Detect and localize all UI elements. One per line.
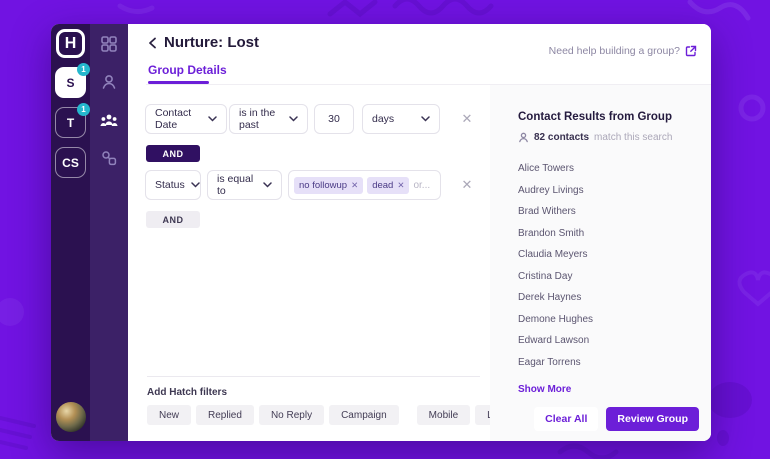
operator-dropdown-value: is equal to <box>217 173 254 197</box>
chevron-down-icon <box>421 116 430 122</box>
filter-tag: dead ✕ <box>367 176 410 194</box>
workspace-item-label: S <box>66 75 75 90</box>
page-title: Nurture: Lost <box>164 34 259 51</box>
contact-list-item[interactable]: Alice Towers <box>518 163 574 174</box>
back-button[interactable] <box>145 36 161 52</box>
nav-dashboard[interactable] <box>90 35 128 53</box>
hatch-logo: H <box>56 29 85 58</box>
contact-list: Alice Towers Audrey Livings Brad Withers… <box>518 163 711 368</box>
chevron-down-icon <box>208 116 217 122</box>
groups-people-icon <box>100 114 118 126</box>
clear-all-button[interactable]: Clear All <box>534 407 599 431</box>
contact-list-item[interactable]: Brad Withers <box>518 206 576 217</box>
field-dropdown[interactable]: Contact Date <box>145 104 227 134</box>
contact-list-item[interactable]: Claudia Meyers <box>518 249 588 260</box>
nav-contacts[interactable] <box>90 73 128 91</box>
remove-filter-row-button[interactable]: ✕ <box>461 111 473 126</box>
help-link-label: Need help building a group? <box>548 45 680 57</box>
workspace-item-label: T <box>66 115 75 130</box>
user-avatar[interactable] <box>55 402 86 432</box>
help-link[interactable]: Need help building a group? <box>549 45 697 57</box>
back-chevron-icon <box>149 37 156 49</box>
active-tab-underline <box>148 81 209 84</box>
contact-list-item[interactable]: Brandon Smith <box>518 227 585 239</box>
dashboard-grid-icon <box>101 36 117 52</box>
app-window: H S 1 T 1 CS <box>51 24 711 441</box>
results-count-row: 82 contacts match this search <box>518 132 711 143</box>
chip-replied[interactable]: Replied <box>196 405 254 425</box>
remove-tag-icon[interactable]: ✕ <box>397 179 405 190</box>
chevron-down-icon <box>263 182 272 188</box>
workflow-nodes-icon <box>102 151 117 166</box>
contact-list-item[interactable]: Derek Haynes <box>518 292 582 303</box>
field-dropdown-value: Contact Date <box>155 107 192 131</box>
field-dropdown[interactable]: Status <box>145 170 201 200</box>
workspace-sidebar: H S 1 T 1 CS <box>51 24 90 441</box>
operator-dropdown[interactable]: is in the past <box>229 104 308 134</box>
contact-list-item[interactable]: Cristina Day <box>518 270 573 282</box>
contact-list-item[interactable]: Audrey Livings <box>518 184 584 196</box>
chip-campaign[interactable]: Campaign <box>329 405 399 425</box>
contact-count: 82 contacts <box>534 132 590 143</box>
add-hatch-filters-label: Add Hatch filters <box>147 387 228 398</box>
add-and-condition-button[interactable]: AND <box>146 211 200 228</box>
workspace-item-s[interactable]: S 1 <box>55 63 90 98</box>
chip-no-reply[interactable]: No Reply <box>258 405 325 425</box>
external-link-icon <box>685 45 697 57</box>
unit-dropdown-value: days <box>372 113 395 125</box>
value-input[interactable] <box>314 104 354 134</box>
contact-results-panel: Contact Results from Group 82 contacts m… <box>490 85 711 441</box>
operator-dropdown[interactable]: is equal to <box>207 170 282 200</box>
chip-new[interactable]: New <box>147 405 192 425</box>
filter-tag-label: no followup <box>299 179 348 191</box>
remove-filter-row-button[interactable]: ✕ <box>461 177 473 192</box>
contact-list-item[interactable]: Demone Hughes <box>518 313 594 325</box>
notification-badge: 1 <box>77 103 90 116</box>
field-dropdown-value: Status <box>155 179 185 191</box>
contact-person-icon <box>102 75 116 89</box>
quick-filter-chips: New Replied No Reply Campaign Mobile Lan… <box>147 405 537 425</box>
operator-dropdown-value: is in the past <box>239 107 276 131</box>
main-content: Nurture: Lost Need help building a group… <box>128 24 711 441</box>
notification-badge: 1 <box>77 63 90 76</box>
contact-list-item[interactable]: Eagar Torrens <box>518 356 581 368</box>
review-group-button[interactable]: Review Group <box>606 407 699 431</box>
unit-dropdown[interactable]: days <box>362 104 440 134</box>
workspace-item-label: CS <box>62 155 79 170</box>
chip-mobile[interactable]: Mobile <box>416 405 471 425</box>
tag-input-placeholder: or... <box>413 179 431 191</box>
workspace-item-cs[interactable]: CS <box>55 147 86 178</box>
results-footer: Clear All Review Group <box>534 407 699 431</box>
person-icon <box>519 132 528 143</box>
show-more-link[interactable]: Show More <box>518 384 572 395</box>
remove-tag-icon[interactable]: ✕ <box>351 179 359 190</box>
tag-input[interactable]: no followup ✕ dead ✕ or... <box>288 170 441 200</box>
nav-workflows[interactable] <box>90 149 128 167</box>
results-title: Contact Results from Group <box>518 111 672 123</box>
contact-count-suffix: match this search <box>594 132 673 143</box>
hatch-logo-letter: H <box>64 34 77 52</box>
tab-group-details[interactable]: Group Details <box>148 63 227 77</box>
workspace-item-t[interactable]: T 1 <box>55 103 90 138</box>
nav-groups[interactable] <box>90 111 128 129</box>
contact-list-item[interactable]: Edward Lawson <box>518 335 590 346</box>
chevron-down-icon <box>289 116 298 122</box>
and-connector-button[interactable]: AND <box>146 145 200 162</box>
filter-tag: no followup ✕ <box>294 176 364 194</box>
filters-divider <box>147 376 480 377</box>
chevron-down-icon <box>191 182 200 188</box>
primary-nav <box>90 24 128 441</box>
filter-tag-label: dead <box>372 179 394 191</box>
tabs-divider <box>146 84 711 85</box>
